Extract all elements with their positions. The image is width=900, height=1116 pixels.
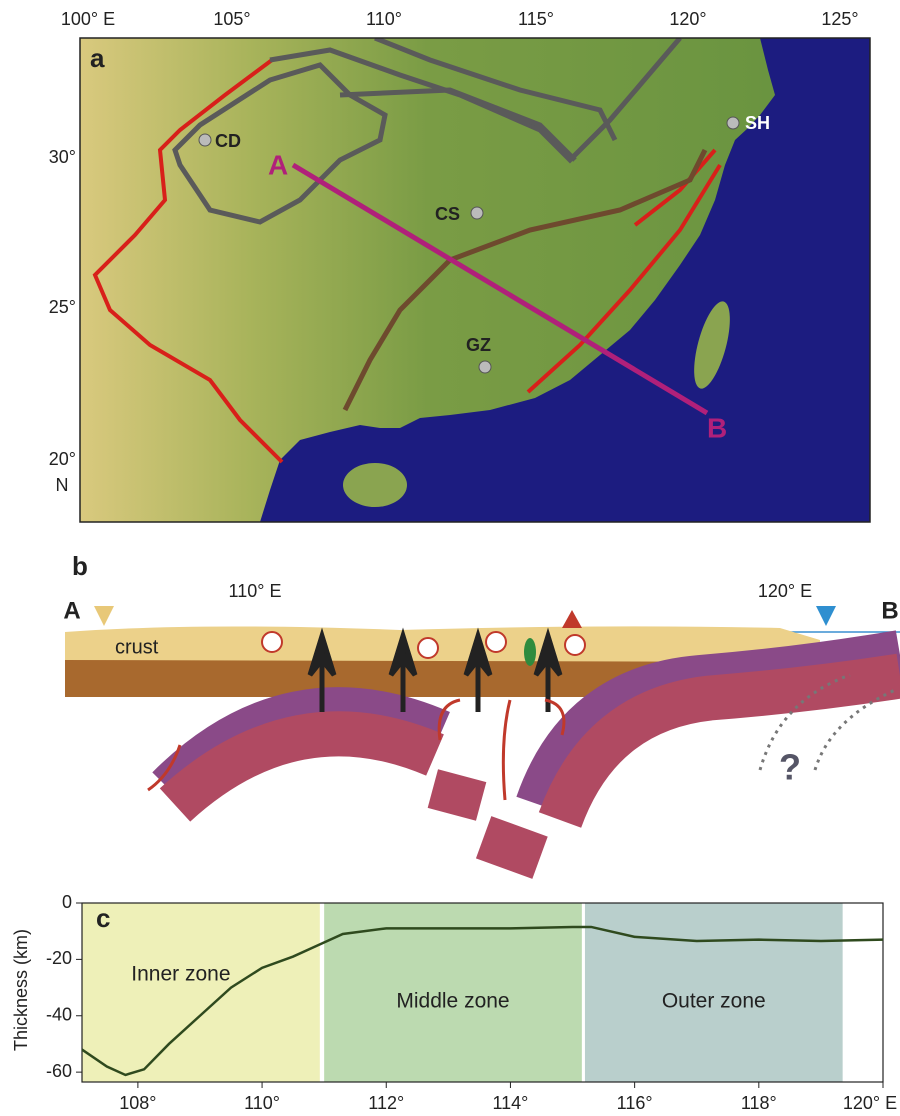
marker	[94, 606, 114, 626]
hainan	[343, 463, 407, 507]
profile-end: B	[707, 412, 727, 443]
city-label: CS	[435, 204, 460, 224]
zone-label: Middle zone	[396, 990, 509, 1013]
x-tick-label: 114°	[492, 1093, 528, 1113]
flow-arrow	[503, 700, 510, 800]
profile-end: A	[268, 149, 288, 180]
lon-tick-label: 125°	[821, 9, 858, 29]
zone-label: Outer zone	[662, 990, 766, 1013]
layer-label: crust	[115, 636, 159, 658]
lon-tick-label: 105°	[213, 9, 250, 29]
x-tick-label: 112°	[368, 1093, 404, 1113]
city-dot	[199, 134, 211, 146]
magma-chamber	[486, 632, 506, 652]
lon-tick-label: 110°	[366, 9, 402, 29]
city-label: GZ	[466, 335, 491, 355]
x-tick-label: 120° E	[843, 1093, 897, 1113]
y-tick-label: -20	[46, 948, 72, 968]
lon-tick-label: 115°	[518, 9, 554, 29]
city-dot	[479, 361, 491, 373]
section-end: A	[63, 597, 80, 624]
x-tick-label: 108°	[119, 1093, 156, 1113]
page: a CD CS GZ SH A B 100° E 105° 110° 115° …	[0, 0, 900, 1116]
lat-tick-label: 30°	[49, 147, 76, 167]
map	[80, 38, 870, 522]
city-dot	[471, 207, 483, 219]
panel-label: c	[96, 903, 110, 933]
volcano	[562, 610, 582, 628]
cross-section	[65, 606, 900, 879]
lon-tick-label: 100° E	[61, 9, 115, 29]
city-label: CD	[215, 131, 241, 151]
section-end: B	[881, 597, 898, 624]
panel-label: b	[72, 551, 88, 581]
x-tick-label: 110°	[244, 1093, 280, 1113]
slab-fragment	[476, 816, 548, 879]
city-label: SH	[745, 113, 770, 133]
intrusion	[524, 638, 536, 666]
marker	[816, 606, 836, 626]
lat-tick-label: 20°	[49, 449, 76, 469]
magma-chamber	[565, 635, 585, 655]
slab-fragment	[428, 769, 487, 821]
lat-unit: N	[56, 475, 69, 495]
magma-chamber	[418, 638, 438, 658]
y-tick-label: -60	[46, 1061, 72, 1081]
y-tick-label: -40	[46, 1005, 72, 1025]
x-tick-label: 118°	[741, 1093, 777, 1113]
lat-tick-label: 25°	[49, 297, 76, 317]
y-tick-label: 0	[62, 892, 72, 912]
magma-chamber	[262, 632, 282, 652]
panel-label: a	[90, 43, 105, 73]
city-dot	[727, 117, 739, 129]
lon-label: 110° E	[229, 581, 282, 601]
lon-label: 120° E	[758, 581, 812, 601]
y-axis-label: Thickness (km)	[11, 929, 31, 1051]
unknown-mark: ?	[779, 747, 801, 788]
zone	[82, 903, 320, 1082]
zone-label: Inner zone	[131, 963, 230, 986]
x-tick-label: 116°	[617, 1093, 653, 1113]
thickness-chart: Inner zone Middle zone Outer zone 0 -20 -40 -6…	[11, 892, 897, 1113]
figure: a CD CS GZ SH A B 100° E 105° 110° 115° …	[0, 0, 900, 1116]
lon-tick-label: 120°	[669, 9, 706, 29]
